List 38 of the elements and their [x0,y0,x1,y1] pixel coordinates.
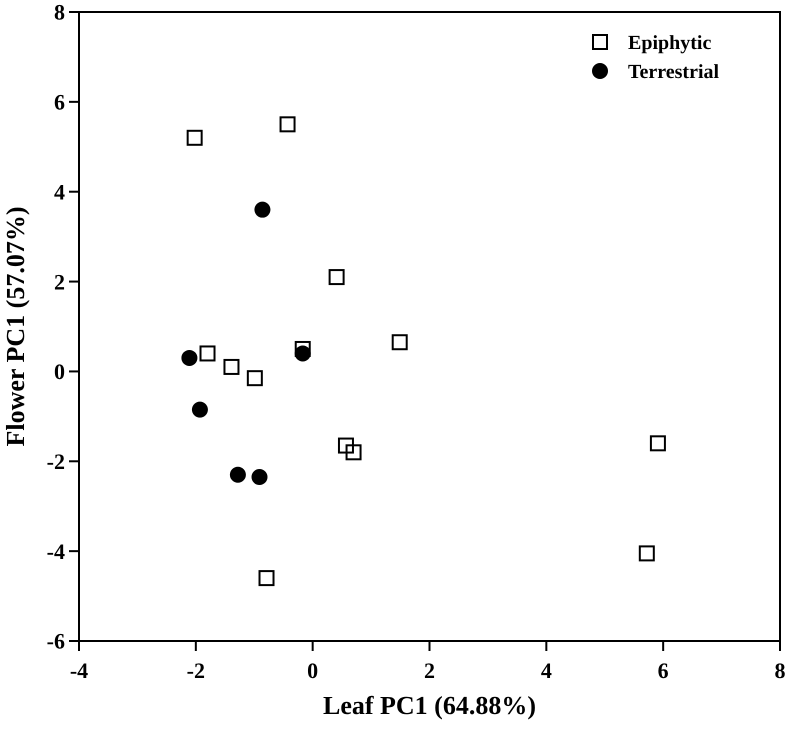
point [246,370,263,386]
y-tick-label: 0 [54,359,65,384]
y-tick-label: 6 [54,90,65,115]
point [254,202,270,218]
legend-label: Epiphytic [628,32,712,54]
y-tick-label: -4 [46,538,65,564]
x-tick-label: 6 [658,658,669,683]
y-tick-label: -6 [46,628,65,654]
point [252,469,268,486]
y-tick-label: 4 [54,179,65,204]
x-tick-label: -2 [186,658,205,683]
point [258,570,275,586]
x-tick-label: -4 [70,658,88,683]
x-tick-label: 4 [540,658,552,683]
x-tick-label: 2 [424,658,435,683]
point [392,334,408,350]
x-tick-label: 8 [774,658,786,683]
x-tick-label: 0 [307,658,318,683]
legend-label: Terrestrial [628,61,720,83]
point [186,130,203,146]
point [230,466,246,483]
y-tick-label: 2 [54,269,65,294]
point [638,545,655,562]
point [223,358,240,375]
point [200,345,216,362]
y-tick-label: -2 [46,448,65,474]
y-axis-title: Flower PC1 (57.07%) [1,206,30,446]
point [294,345,311,362]
point [346,444,362,460]
x-axis-title: Leaf PC1 (64.88%) [322,691,536,720]
point [192,402,208,418]
point [338,438,354,454]
point [280,116,296,132]
point [181,350,198,366]
point [650,435,666,452]
point [328,269,345,286]
point [294,340,311,357]
y-tick-label: 8 [54,0,65,25]
